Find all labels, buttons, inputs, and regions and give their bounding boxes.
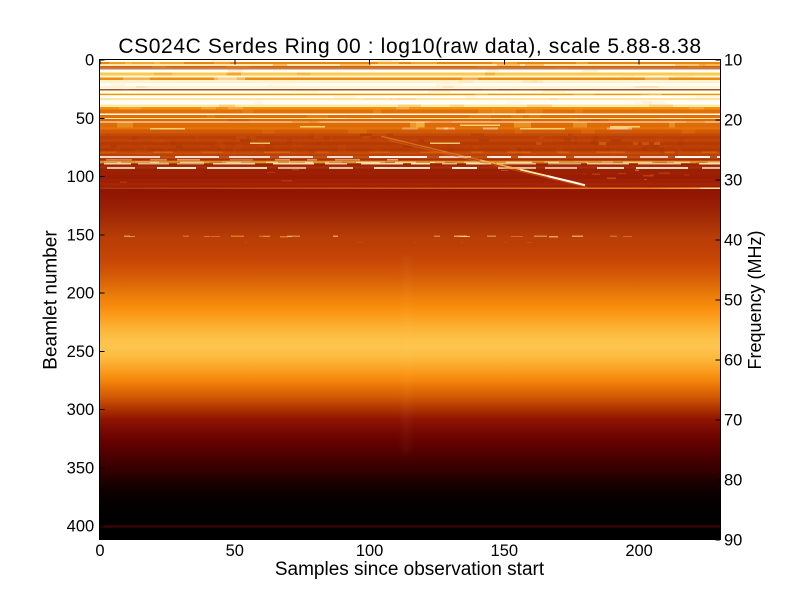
svg-text:Frequency (MHz): Frequency (MHz) <box>745 230 765 369</box>
svg-text:60: 60 <box>724 352 742 370</box>
svg-text:150: 150 <box>491 542 519 560</box>
svg-text:30: 30 <box>724 172 742 190</box>
svg-text:90: 90 <box>724 532 742 550</box>
svg-text:350: 350 <box>67 460 95 478</box>
svg-text:250: 250 <box>67 343 95 361</box>
svg-text:200: 200 <box>67 285 95 303</box>
svg-text:200: 200 <box>625 542 653 560</box>
svg-text:300: 300 <box>67 401 95 419</box>
svg-text:70: 70 <box>724 412 742 430</box>
svg-text:150: 150 <box>67 227 95 245</box>
svg-text:Beamlet number: Beamlet number <box>41 230 62 370</box>
svg-text:400: 400 <box>67 518 95 536</box>
svg-text:0: 0 <box>95 542 104 560</box>
svg-text:CS024C Serdes Ring 00 : log10(: CS024C Serdes Ring 00 : log10(raw data),… <box>118 35 701 58</box>
svg-text:0: 0 <box>85 52 94 70</box>
svg-text:100: 100 <box>356 542 384 560</box>
svg-text:10: 10 <box>724 52 742 70</box>
svg-text:40: 40 <box>724 232 742 250</box>
svg-text:80: 80 <box>724 472 742 490</box>
svg-text:50: 50 <box>76 110 94 128</box>
svg-text:50: 50 <box>226 542 244 560</box>
svg-text:50: 50 <box>724 292 742 310</box>
svg-text:100: 100 <box>67 168 95 186</box>
svg-text:20: 20 <box>724 112 742 130</box>
svg-text:Samples since observation star: Samples since observation start <box>275 559 545 580</box>
